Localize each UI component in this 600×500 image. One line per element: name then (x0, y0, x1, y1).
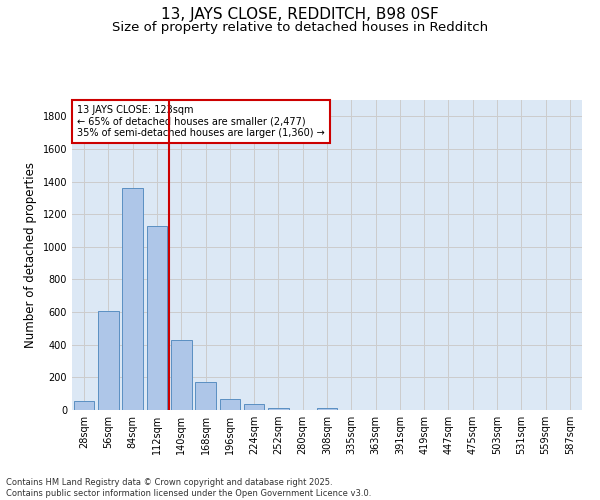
Bar (220, 400, 240, 410)
Bar (122, 188, 143, 410)
Bar (244, 404, 265, 410)
Bar (268, 408, 289, 410)
Y-axis label: Number of detached properties: Number of detached properties (24, 162, 37, 348)
Text: Size of property relative to detached houses in Redditch: Size of property relative to detached ho… (112, 21, 488, 34)
Text: 13 JAYS CLOSE: 123sqm
← 65% of detached houses are smaller (2,477)
35% of semi-d: 13 JAYS CLOSE: 123sqm ← 65% of detached … (77, 104, 325, 138)
Bar (195, 382, 216, 410)
Bar (317, 408, 337, 410)
Bar (171, 340, 191, 410)
Text: Contains HM Land Registry data © Crown copyright and database right 2025.
Contai: Contains HM Land Registry data © Crown c… (6, 478, 371, 498)
Bar (98, 312, 119, 410)
Text: 13, JAYS CLOSE, REDDITCH, B98 0SF: 13, JAYS CLOSE, REDDITCH, B98 0SF (161, 8, 439, 22)
Bar (74, 401, 94, 410)
Bar (146, 226, 167, 410)
